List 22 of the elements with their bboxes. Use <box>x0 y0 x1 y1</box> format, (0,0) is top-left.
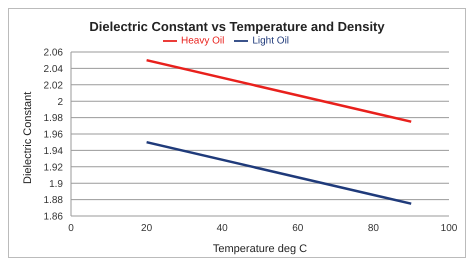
y-tick-label: 1.98 <box>44 113 64 124</box>
x-tick-label: 0 <box>68 223 74 234</box>
y-tick-label: 1.92 <box>44 162 64 174</box>
y-tick-label: 1.88 <box>44 195 64 206</box>
chart-title: Dielectric Constant vs Temperature and Density <box>88 19 386 34</box>
x-tick-label: 60 <box>292 223 304 234</box>
x-tick-label: 40 <box>216 223 228 234</box>
legend-label: Heavy Oil <box>180 36 224 47</box>
y-tick-label: 2.02 <box>44 80 64 92</box>
y-tick-label: 2.04 <box>44 64 64 75</box>
y-tick-label: 2.06 <box>44 48 64 59</box>
y-tick-label: 1.96 <box>44 130 64 141</box>
y-tick-label: 1.86 <box>44 212 64 223</box>
x-axis-title: Temperature deg C <box>212 243 308 255</box>
y-tick-label: 2 <box>57 96 64 108</box>
y-tick-label: 1.9 <box>49 178 64 190</box>
x-tick-label: 100 <box>440 223 458 234</box>
y-tick-label: 1.94 <box>44 146 64 157</box>
x-tick-label: 20 <box>141 223 153 234</box>
legend-label: Light Oil <box>252 36 290 47</box>
x-tick-label: 80 <box>368 223 380 234</box>
y-axis-title: Dielectric Constant <box>22 92 34 184</box>
